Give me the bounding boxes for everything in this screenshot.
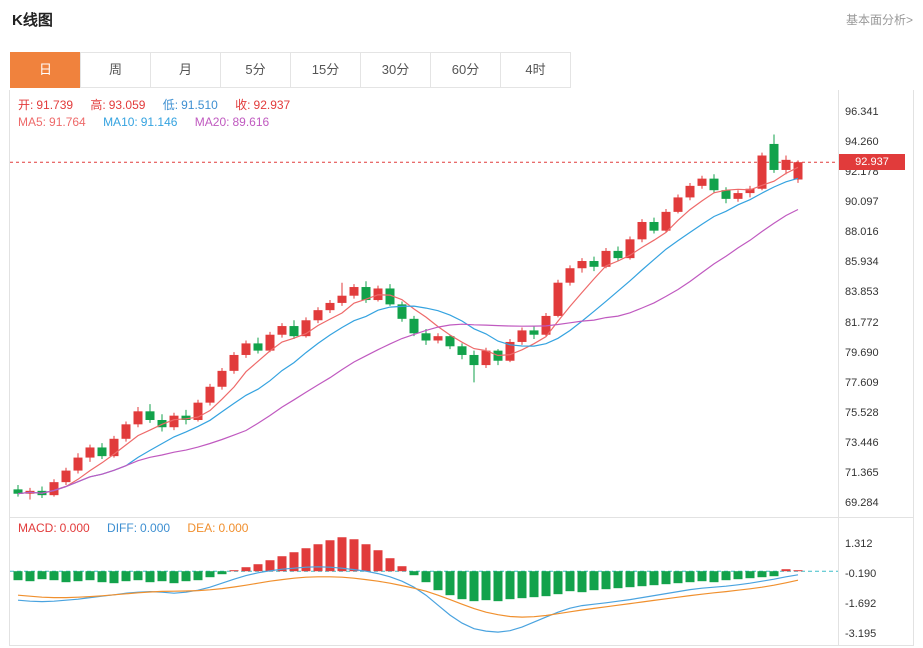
price-axis-tick: 73.446 bbox=[845, 436, 879, 449]
page-title: K线图 bbox=[12, 12, 53, 29]
tab-4hour[interactable]: 4时 bbox=[500, 52, 571, 88]
macd-axis: 1.312 -0.190 -1.692 -3.195 bbox=[845, 0, 920, 648]
price-axis-tick: 90.097 bbox=[845, 196, 879, 209]
tab-5min[interactable]: 5分 bbox=[220, 52, 291, 88]
open-pair: 开: 91.739 bbox=[18, 98, 73, 112]
dea-label: DEA: bbox=[187, 521, 216, 535]
fundamental-analysis-link[interactable]: 基本面分析> bbox=[845, 13, 913, 27]
high-pair: 高: 93.059 bbox=[90, 98, 145, 112]
close-value: 92.937 bbox=[253, 98, 291, 112]
macd-label: MACD: bbox=[18, 521, 57, 535]
macd-axis-tick: -1.692 bbox=[845, 598, 877, 610]
dea-pair: DEA: 0.000 bbox=[187, 521, 248, 535]
ma10-value: 91.146 bbox=[140, 115, 178, 129]
macd-axis-tick: -3.195 bbox=[845, 628, 877, 640]
dea-value: 0.000 bbox=[218, 521, 249, 535]
open-value: 91.739 bbox=[36, 98, 74, 112]
diff-label: DIFF: bbox=[107, 521, 138, 535]
close-pair: 收: 92.937 bbox=[235, 98, 290, 112]
period-tabs: 日周月 5分 15分 30分 60分 4时 bbox=[10, 52, 571, 88]
chart-left-border bbox=[9, 90, 10, 645]
tab-60min[interactable]: 60分 bbox=[430, 52, 501, 88]
tab-daily[interactable]: 日 bbox=[10, 52, 81, 88]
price-axis-tick: 79.690 bbox=[845, 346, 879, 359]
price-axis: 96.341 94.260 92.178 90.097 88.016 85.934 83.8… bbox=[845, 0, 920, 648]
ma20-value: 89.616 bbox=[232, 115, 270, 129]
chart-right-border bbox=[913, 90, 914, 645]
ma10-label: MA10: bbox=[103, 115, 138, 129]
high-label: 高: bbox=[90, 98, 106, 112]
ma5-pair: MA5: 91.764 bbox=[18, 115, 86, 129]
low-label: 低: bbox=[162, 98, 179, 112]
ohlc-info: 开: 91.739 高: 93.059 低: 91.510 收: 92.937 bbox=[18, 96, 304, 113]
tab-monthly[interactable]: 月 bbox=[150, 52, 221, 88]
low-pair: 低: 91.510 bbox=[163, 98, 218, 112]
axis-separator bbox=[838, 90, 839, 645]
close-label: 收: bbox=[235, 98, 251, 112]
ma20-label: MA20: bbox=[194, 115, 230, 129]
macd-axis-tick: -0.190 bbox=[845, 568, 877, 580]
price-axis-tick: 69.284 bbox=[845, 497, 879, 509]
high-value: 93.059 bbox=[108, 98, 146, 112]
diff-value: 0.000 bbox=[140, 521, 171, 535]
tab-weekly[interactable]: 周 bbox=[80, 52, 151, 88]
price-axis-tick: 75.528 bbox=[845, 406, 879, 419]
price-axis-tick: 77.609 bbox=[845, 376, 879, 389]
price-axis-tick: 96.341 bbox=[845, 106, 879, 118]
macd-separator bbox=[9, 517, 914, 518]
tab-15min[interactable]: 15分 bbox=[290, 52, 361, 88]
tab-30min[interactable]: 30分 bbox=[360, 52, 431, 88]
price-axis-tick: 81.772 bbox=[845, 316, 879, 329]
price-axis-tick: 88.016 bbox=[845, 226, 879, 239]
macd-info: MACD: 0.000 DIFF: 0.000 DEA: 0.000 bbox=[18, 521, 262, 535]
macd-value: 0.000 bbox=[59, 521, 90, 535]
macd-pair: MACD: 0.000 bbox=[18, 521, 90, 535]
price-axis-tick: 71.365 bbox=[845, 466, 879, 479]
price-axis-tick: 85.934 bbox=[845, 256, 879, 269]
low-value: 91.510 bbox=[181, 98, 218, 112]
ma10-pair: MA10: 91.146 bbox=[103, 115, 177, 129]
current-price-tag: 92.937 bbox=[839, 154, 905, 171]
macd-chart[interactable] bbox=[10, 518, 838, 645]
ma-info: MA5: 91.764 MA10: 91.146 MA20: 89.616 bbox=[18, 115, 283, 129]
ma5-label: MA5: bbox=[18, 115, 47, 129]
diff-pair: DIFF: 0.000 bbox=[107, 521, 170, 535]
ma20-pair: MA20: 89.616 bbox=[195, 115, 269, 129]
chart-bottom-border bbox=[9, 645, 914, 646]
macd-axis-tick: 1.312 bbox=[845, 538, 873, 550]
price-axis-tick: 83.853 bbox=[845, 286, 879, 299]
candlestick-chart[interactable] bbox=[10, 90, 838, 517]
ma5-value: 91.764 bbox=[49, 115, 86, 129]
price-axis-tick: 94.260 bbox=[845, 136, 879, 149]
open-label: 开: bbox=[18, 98, 34, 112]
